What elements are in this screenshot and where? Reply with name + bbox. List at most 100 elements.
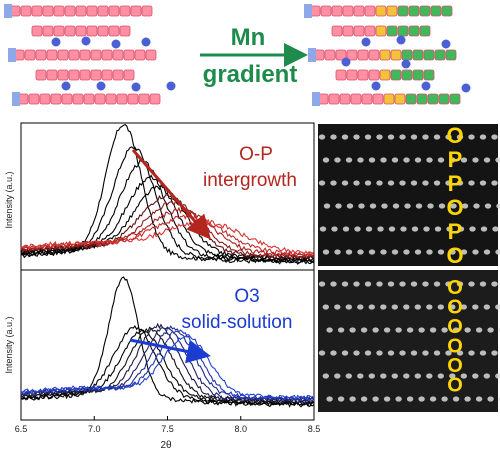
atom-column xyxy=(410,350,418,356)
atom-column xyxy=(391,304,398,310)
octahedron xyxy=(353,25,365,37)
atom-column xyxy=(406,327,414,333)
octahedron xyxy=(68,69,80,81)
atom-column xyxy=(483,304,490,310)
atom-column xyxy=(337,396,345,402)
atom-column xyxy=(429,327,437,333)
octahedron xyxy=(346,49,358,61)
atom-column xyxy=(468,281,475,287)
octahedron xyxy=(331,25,343,37)
octahedron xyxy=(64,5,76,17)
atom-column xyxy=(484,203,492,209)
octahedron xyxy=(408,5,420,17)
atom-column xyxy=(358,203,365,209)
atom-column xyxy=(364,180,372,186)
stacking-letter-bottom: O xyxy=(447,355,463,377)
atom-column xyxy=(426,157,433,163)
interlayer-ion xyxy=(396,35,406,45)
annotation-o3-line1: O3 xyxy=(234,286,259,307)
atom-column xyxy=(433,180,441,186)
octahedron xyxy=(86,25,98,37)
atom-column xyxy=(468,180,475,186)
octahedron xyxy=(423,49,435,61)
atom-column xyxy=(415,203,423,209)
atom-column xyxy=(429,396,437,402)
octahedron xyxy=(130,5,142,17)
atom-column xyxy=(414,373,421,379)
atom-column xyxy=(346,203,354,209)
octahedron xyxy=(53,25,65,37)
atom-column xyxy=(479,350,487,356)
atom-column xyxy=(372,327,379,333)
atom-column xyxy=(357,249,364,255)
series-line-top-7 xyxy=(20,206,315,259)
atom-column xyxy=(410,180,418,186)
atom-column xyxy=(434,226,442,232)
atom-column xyxy=(452,396,460,402)
atom-column xyxy=(341,134,349,140)
atom-column xyxy=(400,226,407,232)
x-tick-label: 6.5 xyxy=(15,424,28,434)
atom-column xyxy=(387,134,395,140)
atom-column xyxy=(345,157,353,163)
atom-column xyxy=(341,350,349,356)
atom-column xyxy=(353,350,360,356)
atom-column xyxy=(369,203,377,209)
atom-column xyxy=(322,249,330,255)
series-line-top-2 xyxy=(20,159,315,263)
octahedron xyxy=(335,69,347,81)
atom-column xyxy=(341,281,349,287)
atom-column xyxy=(330,281,337,287)
atom-column xyxy=(403,304,410,310)
atom-column xyxy=(353,134,360,140)
octahedron xyxy=(68,49,80,61)
atom-column xyxy=(354,226,361,232)
atom-column xyxy=(457,226,465,232)
octahedron xyxy=(412,49,424,61)
atom-column xyxy=(387,281,395,287)
atom-column xyxy=(426,304,433,310)
stem-image-bottom xyxy=(318,270,500,412)
interlayer-ion xyxy=(166,81,176,91)
stem-image-top xyxy=(318,124,500,266)
octahedron xyxy=(86,5,98,17)
octahedron xyxy=(24,49,36,61)
interlayer-ion xyxy=(421,81,431,91)
octahedron xyxy=(372,93,384,105)
atom-column xyxy=(449,373,456,379)
octahedron xyxy=(412,69,424,81)
octahedron xyxy=(390,49,402,61)
atom-column xyxy=(357,157,364,163)
octahedron xyxy=(419,5,431,17)
atom-column xyxy=(399,180,406,186)
interlayer-ion xyxy=(461,83,471,93)
octahedron xyxy=(35,69,47,81)
atom-column xyxy=(414,304,421,310)
atom-column xyxy=(345,373,352,379)
atom-column xyxy=(326,396,333,402)
octahedron xyxy=(105,93,117,105)
octahedron xyxy=(79,49,91,61)
interlayer-ion xyxy=(441,39,451,49)
octahedron xyxy=(449,93,461,105)
series-line-bottom-8 xyxy=(20,334,315,401)
interlayer-ion xyxy=(371,81,381,91)
atom-column xyxy=(330,180,337,186)
octahedron xyxy=(350,93,362,105)
atom-column xyxy=(469,226,476,232)
atom-column xyxy=(487,327,494,333)
atom-column xyxy=(464,396,471,402)
trend-arrow-blue xyxy=(129,338,211,364)
atom-column xyxy=(334,373,341,379)
octahedron xyxy=(119,5,131,17)
octahedron xyxy=(375,25,387,37)
series-line-top-3 xyxy=(20,174,315,262)
atom-column xyxy=(403,157,410,163)
atom-column xyxy=(353,281,360,287)
atom-column xyxy=(414,157,422,163)
x-tick-label: 7.5 xyxy=(161,424,174,434)
octahedron xyxy=(145,49,157,61)
atom-column xyxy=(395,396,402,402)
interlayer-ion xyxy=(61,81,71,91)
series-line-top-8 xyxy=(20,212,315,257)
